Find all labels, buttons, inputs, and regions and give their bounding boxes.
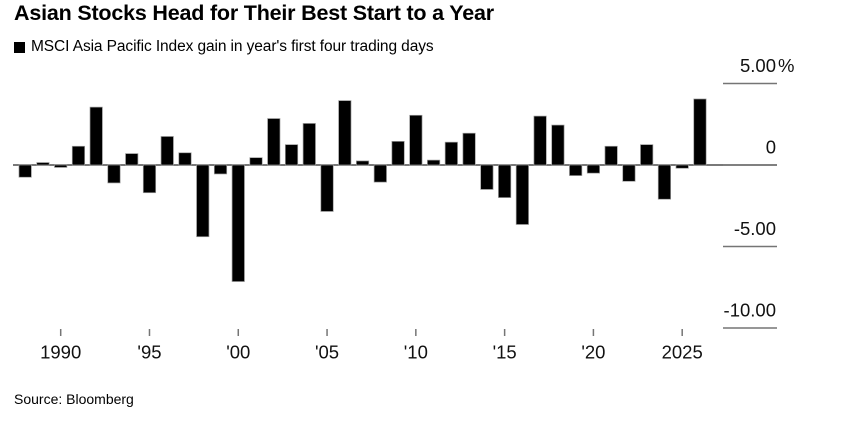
bar-1999 <box>213 164 228 175</box>
bar-2026 <box>693 98 707 166</box>
bar-2021 <box>604 145 618 166</box>
source-note: Source: Bloomberg <box>14 391 134 407</box>
bar-2006 <box>338 100 352 166</box>
y-axis-label: -10.00 <box>724 300 776 321</box>
bar-2002 <box>267 118 281 166</box>
bar-1992 <box>89 106 103 166</box>
x-axis-label-2015: '15 <box>493 342 517 363</box>
bar-2014 <box>480 164 494 190</box>
x-axis-label-1990: 1990 <box>40 342 81 363</box>
bar-1997 <box>178 152 192 166</box>
bar-2023 <box>640 144 654 166</box>
bar-2011 <box>427 159 441 166</box>
bar-2015 <box>498 164 512 198</box>
bar-2000 <box>231 164 245 282</box>
bar-2022 <box>622 164 636 182</box>
y-axis-label: 5.00 <box>740 55 776 76</box>
bar-2019 <box>569 164 583 176</box>
y-axis-label: -5.00 <box>734 218 776 239</box>
bar-2005 <box>320 164 334 212</box>
bar-2013 <box>462 132 476 166</box>
bar-2024 <box>657 164 671 200</box>
bar-1989 <box>36 162 50 166</box>
bar-2025 <box>675 164 689 169</box>
bar-1993 <box>107 164 121 184</box>
x-axis-label-2020: '20 <box>581 342 605 363</box>
bar-2007 <box>356 160 370 166</box>
bar-1990 <box>54 164 68 168</box>
bar-1998 <box>196 164 210 238</box>
bar-2001 <box>249 157 263 166</box>
bar-2009 <box>391 141 405 166</box>
bar-2010 <box>409 114 423 166</box>
bar-1991 <box>71 145 86 166</box>
bar-2017 <box>533 115 547 166</box>
bar-2003 <box>284 144 299 166</box>
legend-square-icon <box>14 41 25 53</box>
bar-1994 <box>125 153 139 166</box>
x-axis-label-2000: '00 <box>226 342 250 363</box>
chart-legend: MSCI Asia Pacific Index gain in year's f… <box>14 38 434 56</box>
bar-2008 <box>373 164 387 183</box>
x-axis-label-2025: 2025 <box>662 342 703 363</box>
bar-2020 <box>586 164 600 174</box>
chart-title: Asian Stocks Head for Their Best Start t… <box>14 1 494 25</box>
y-axis-unit-suffix: % <box>778 55 794 76</box>
bar-1996 <box>160 136 174 166</box>
y-axis-label: 0 <box>766 137 776 158</box>
bar-1988 <box>18 164 32 178</box>
bar-2018 <box>551 124 565 166</box>
x-axis-label-2005: '05 <box>315 342 339 363</box>
x-axis-label-1995: '95 <box>137 342 161 363</box>
bar-1995 <box>142 164 157 194</box>
x-axis-label-2010: '10 <box>404 342 428 363</box>
legend-label: MSCI Asia Pacific Index gain in year's f… <box>31 38 434 55</box>
bar-2004 <box>302 123 316 166</box>
bar-2016 <box>515 164 529 225</box>
bar-2012 <box>444 141 458 166</box>
